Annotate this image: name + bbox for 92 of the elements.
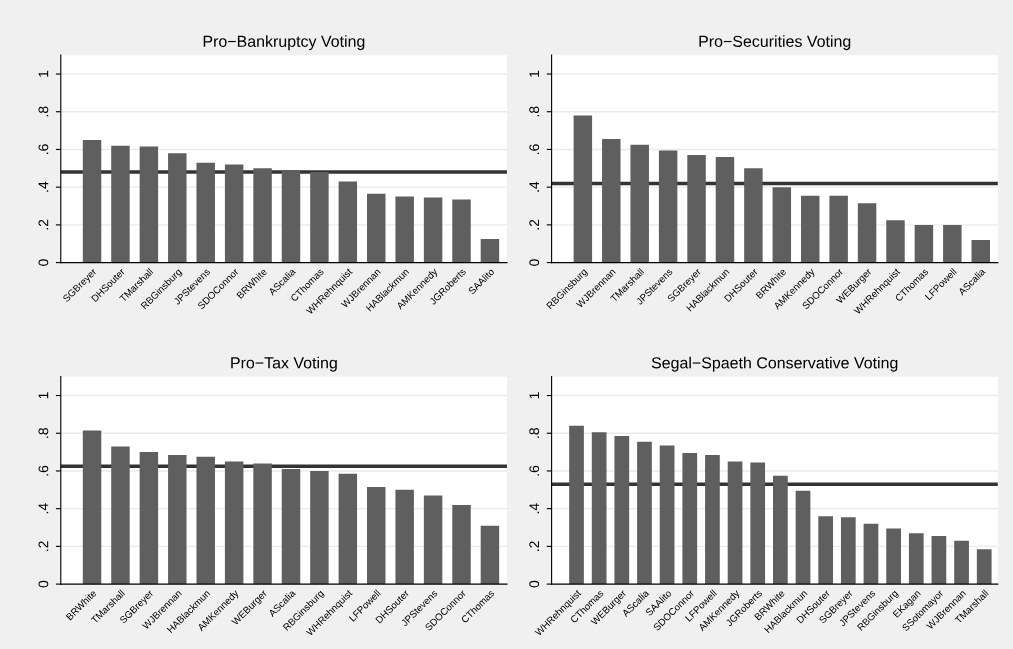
- bar: [224, 164, 244, 263]
- y-tick-label: 1: [529, 392, 539, 399]
- y-tick-label: .6: [529, 144, 540, 154]
- bar: [338, 473, 358, 585]
- chart-title: Pro−Securities Voting: [699, 35, 851, 51]
- bar: [772, 187, 792, 263]
- bar: [744, 168, 763, 263]
- bar: [253, 463, 272, 585]
- bar: [727, 461, 743, 585]
- bar: [658, 150, 678, 263]
- y-tick-label: .6: [38, 144, 49, 154]
- y-tick-label: .4: [529, 503, 539, 514]
- bar: [630, 144, 649, 263]
- bar: [281, 170, 301, 263]
- bar: [224, 461, 244, 585]
- bar: [196, 456, 215, 585]
- bar: [943, 224, 962, 263]
- bar: [715, 156, 735, 263]
- y-tick-label: .4: [38, 503, 49, 514]
- bar: [931, 536, 947, 585]
- y-tick-label: 1: [38, 70, 49, 77]
- bar: [310, 172, 329, 263]
- bar: [614, 436, 630, 585]
- bar: [423, 197, 443, 263]
- bar: [795, 490, 811, 585]
- y-tick-label: .2: [529, 541, 539, 551]
- bar: [750, 462, 766, 585]
- bar: [773, 475, 788, 585]
- bar: [840, 517, 856, 585]
- bar: [818, 516, 834, 585]
- bar: [196, 162, 215, 263]
- bar: [687, 155, 706, 263]
- bar: [480, 239, 500, 263]
- bar: [82, 140, 102, 263]
- y-tick-label: 0: [529, 259, 540, 266]
- chart-title: Pro−Tax Voting: [231, 356, 337, 372]
- y-tick-label: 0: [38, 259, 49, 266]
- y-tick-label: .8: [38, 106, 49, 117]
- bar: [168, 153, 187, 263]
- bar: [971, 239, 990, 263]
- y-tick-label: .2: [38, 219, 49, 230]
- y-tick-label: 0: [38, 580, 49, 588]
- y-tick-label: .2: [38, 541, 49, 551]
- bar: [423, 495, 443, 585]
- bar: [857, 203, 877, 263]
- y-tick-label: .2: [529, 219, 539, 230]
- bar: [573, 115, 593, 263]
- y-tick-label: .4: [529, 181, 539, 192]
- bar: [591, 432, 607, 585]
- y-tick-label: 1: [529, 70, 539, 77]
- chart-title: Segal−Spaeth Conservative Voting: [651, 356, 898, 372]
- bar: [569, 425, 584, 585]
- bar: [310, 470, 329, 585]
- bar: [367, 193, 386, 263]
- bar: [908, 533, 924, 585]
- bar: [682, 453, 698, 585]
- bar: [863, 523, 879, 585]
- y-tick-label: .6: [529, 465, 540, 476]
- y-tick-label: .4: [38, 181, 49, 192]
- bar: [168, 454, 187, 585]
- bar: [800, 195, 820, 263]
- bar: [338, 181, 358, 263]
- y-tick-label: .8: [529, 428, 540, 438]
- y-tick-label: .8: [38, 428, 49, 438]
- bar: [253, 168, 272, 263]
- bar: [139, 452, 159, 585]
- bar: [829, 195, 848, 263]
- bar: [659, 445, 675, 585]
- bar: [452, 199, 471, 263]
- y-tick-label: .6: [38, 465, 49, 476]
- bar: [602, 139, 621, 263]
- bar: [886, 528, 901, 585]
- bar: [452, 504, 471, 585]
- bar: [367, 486, 386, 585]
- bar: [111, 145, 130, 263]
- bar: [480, 525, 500, 585]
- bar: [82, 430, 102, 585]
- bar: [395, 196, 414, 263]
- bar: [395, 489, 414, 585]
- chart-title: Pro−Bankruptcy Voting: [203, 35, 365, 51]
- bar: [976, 549, 992, 585]
- bar: [637, 441, 652, 585]
- bar: [914, 224, 934, 263]
- bar: [705, 454, 720, 585]
- bar: [281, 469, 301, 585]
- y-tick-label: 1: [38, 392, 49, 399]
- bar: [954, 540, 969, 585]
- bar: [111, 446, 130, 585]
- y-tick-label: .8: [529, 106, 540, 117]
- bar: [886, 220, 905, 263]
- bar: [139, 146, 159, 263]
- y-tick-label: 0: [529, 580, 540, 588]
